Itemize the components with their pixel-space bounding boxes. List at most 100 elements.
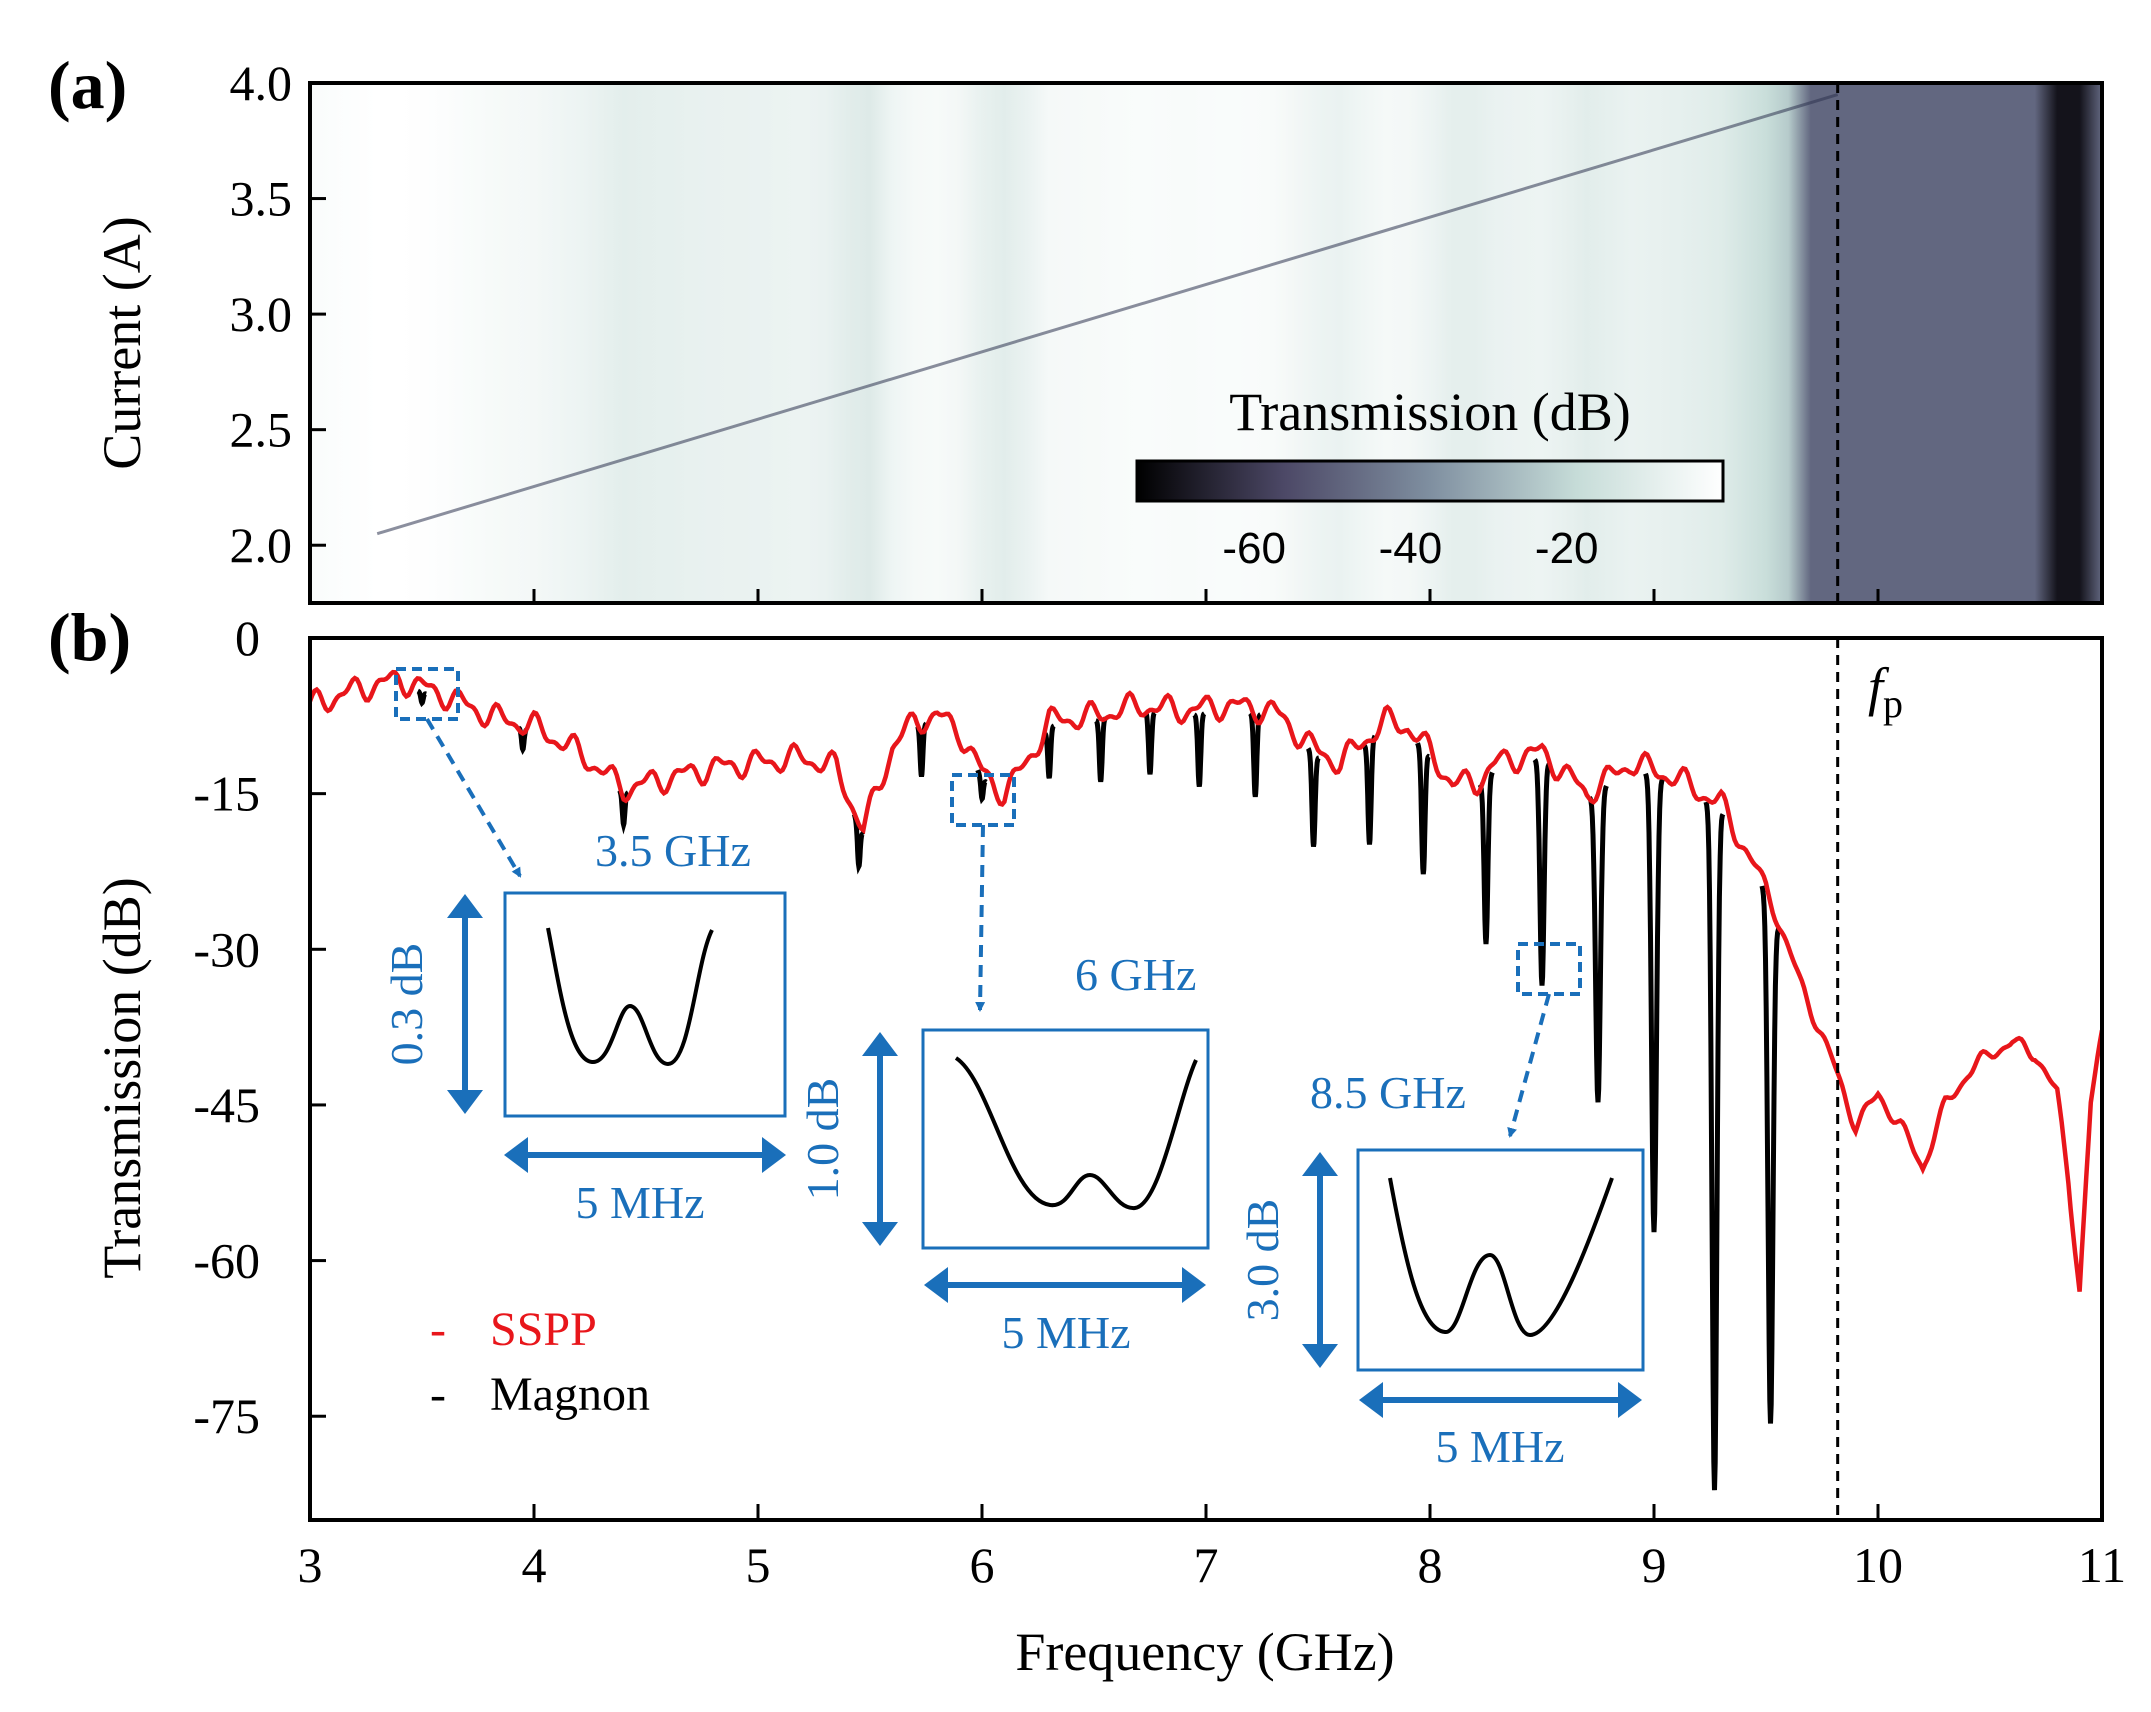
inset-2-db-arrow-top <box>862 1032 898 1056</box>
heatmap-y-tick-label: 2.5 <box>230 402 293 458</box>
inset-3-arrow <box>1507 993 1551 1138</box>
inset-3p5ghz: 3.5 GHz 0.3 dB 5 MHz <box>381 667 787 1228</box>
line-y-ticks: 0 -15 -30 -45 -60 -75 <box>193 610 326 1444</box>
colorbar-tick-label: -20 <box>1535 524 1599 573</box>
line-y-tick-label: -60 <box>193 1233 260 1289</box>
magnon-dip <box>975 769 988 805</box>
line-x-tick-label: 3 <box>298 1537 323 1593</box>
inset-3-mhz-label: 5 MHz <box>1435 1421 1564 1472</box>
line-x-tick-label: 5 <box>746 1537 771 1593</box>
inset-2-freq-label: 6 GHz <box>1075 949 1196 1000</box>
inset-2-marker-box <box>950 773 1016 827</box>
line-x-tick-label: 6 <box>970 1537 995 1593</box>
line-y-tick-label: 0 <box>235 610 260 666</box>
line-y-tick-label: -30 <box>193 921 260 977</box>
inset-3-mhz-arrow-left <box>1359 1382 1383 1418</box>
heatmap-y-tick-label: 3.0 <box>230 286 293 342</box>
line-x-ticks: 3 4 5 6 7 8 9 10 11 <box>298 1504 2126 1593</box>
colorbar-title: Transmission (dB) <box>1229 382 1631 442</box>
panel-b-label: (b) <box>48 599 131 675</box>
inset-1-mhz-arrow-left <box>504 1137 528 1173</box>
inset-1-freq-label: 3.5 GHz <box>595 825 751 876</box>
magnon-dip <box>1305 747 1321 847</box>
heatmap-panel: 2.0 2.5 3.0 3.5 4.0 Current (A) <box>92 55 2104 605</box>
line-x-tick-label: 9 <box>1642 1537 1667 1593</box>
line-x-tick-label: 10 <box>1853 1537 1903 1593</box>
magnon-dip <box>1587 784 1609 1103</box>
inset-1-box <box>503 891 787 1118</box>
heatmap-y-axis-title: Current (A) <box>92 216 152 469</box>
inset-3-freq-label: 8.5 GHz <box>1310 1067 1466 1118</box>
line-y-axis-title: Transmission (dB) <box>92 877 152 1279</box>
inset-3-db-arrow-bottom <box>1302 1344 1338 1368</box>
inset-3-trace <box>1388 1177 1614 1338</box>
inset-2-mhz-label: 5 MHz <box>1001 1307 1130 1358</box>
inset-2-db-arrow-bottom <box>862 1222 898 1246</box>
colorbar-ticks: -60 -40 -20 <box>1222 524 1598 573</box>
line-y-tick-label: -75 <box>193 1388 260 1444</box>
panel-a-label: (a) <box>48 47 127 123</box>
inset-1-arrow <box>425 717 522 878</box>
line-panel: 0 -15 -30 - 4 5 -60 -75 3 4 5 6 7 8 9 10 11 Transmissio… <box>92 610 2126 1682</box>
heatmap-y-tick-label: 2.0 <box>230 517 293 573</box>
legend-magnon-label: Magnon <box>490 1368 650 1421</box>
line-x-axis-title: Frequency (GHz) <box>1015 1622 1394 1682</box>
inset-3-db-label: 3.0 dB <box>1237 1199 1288 1322</box>
sspp-line <box>310 669 2102 1292</box>
inset-2-trace <box>954 1056 1198 1210</box>
magnon-dip <box>1362 734 1378 845</box>
colorbar-tick-label: -60 <box>1222 524 1286 573</box>
colorbar: Transmission (dB) -60 -40 -20 <box>1135 382 1725 573</box>
legend: - SSPP - Magnon <box>430 1303 650 1421</box>
legend-sspp-marker: - <box>430 1303 446 1356</box>
magnon-dip <box>1477 771 1495 945</box>
inset-1-trace <box>546 927 714 1067</box>
inset-1-db-label: 0.3 dB <box>381 943 432 1066</box>
inset-3-db-arrow-top <box>1302 1152 1338 1176</box>
line-y-tick-label: -15 <box>193 766 260 822</box>
magnon-dip <box>1094 716 1108 783</box>
heatmap-x-ticks <box>308 589 2104 603</box>
inset-3-mhz-arrow-right <box>1618 1382 1642 1418</box>
inset-2-mhz-arrow-right <box>1182 1267 1206 1303</box>
inset-1-mhz-arrow-right <box>762 1137 786 1173</box>
heatmap-magnon-line-stroke <box>376 93 1839 536</box>
inset-2-db-label: 1.0 dB <box>797 1078 848 1201</box>
heatmap-y-ticks: 2.0 2.5 3.0 3.5 4.0 <box>230 55 326 573</box>
legend-magnon-marker: - <box>430 1368 446 1421</box>
magnon-dip <box>1192 711 1207 787</box>
magnon-dip <box>416 688 427 708</box>
inset-2-arrow <box>975 824 986 1012</box>
inset-1-db-arrow-bottom <box>447 1090 483 1114</box>
magnon-dip <box>1415 742 1431 875</box>
fp-label: fp <box>1868 657 1903 726</box>
inset-2-mhz-arrow-left <box>924 1267 948 1303</box>
magnon-dip <box>1643 772 1665 1233</box>
inset-1-mhz-label: 5 MHz <box>575 1177 704 1228</box>
inset-6ghz: 6 GHz 1.0 dB 5 MHz <box>797 773 1210 1358</box>
line-x-tick-label: 8 <box>1418 1537 1443 1593</box>
magnon-dip <box>1143 709 1157 775</box>
colorbar-bar <box>1135 459 1725 503</box>
magnon-dip <box>1759 885 1781 1424</box>
heatmap-magnon-line <box>376 93 1839 536</box>
magnon-dip <box>1532 758 1552 986</box>
legend-sspp-label: SSPP <box>490 1303 597 1356</box>
fp-label-sub: p <box>1883 681 1903 726</box>
magnon-dip <box>1248 711 1263 798</box>
line-x-tick-label: 4 <box>522 1537 547 1593</box>
colorbar-tick-label: -40 <box>1379 524 1443 573</box>
inset-3-marker-box <box>1516 942 1582 996</box>
heatmap-y-tick-label: 3.5 <box>230 171 293 227</box>
magnon-dip <box>1703 801 1726 1491</box>
heatmap-y-tick-label: 4.0 <box>230 55 293 111</box>
inset-1-marker-box <box>394 667 460 721</box>
inset-1-db-arrow-top <box>447 894 483 918</box>
insets: 3.5 GHz 0.3 dB 5 MHz 6 GHz 1.0 dB <box>381 667 1645 1472</box>
line-series <box>310 669 2102 1491</box>
line-x-tick-label: 11 <box>2078 1537 2126 1593</box>
inset-2-box <box>921 1028 1210 1250</box>
heatmap-background <box>310 83 2102 603</box>
line-x-tick-label: 7 <box>1194 1537 1219 1593</box>
